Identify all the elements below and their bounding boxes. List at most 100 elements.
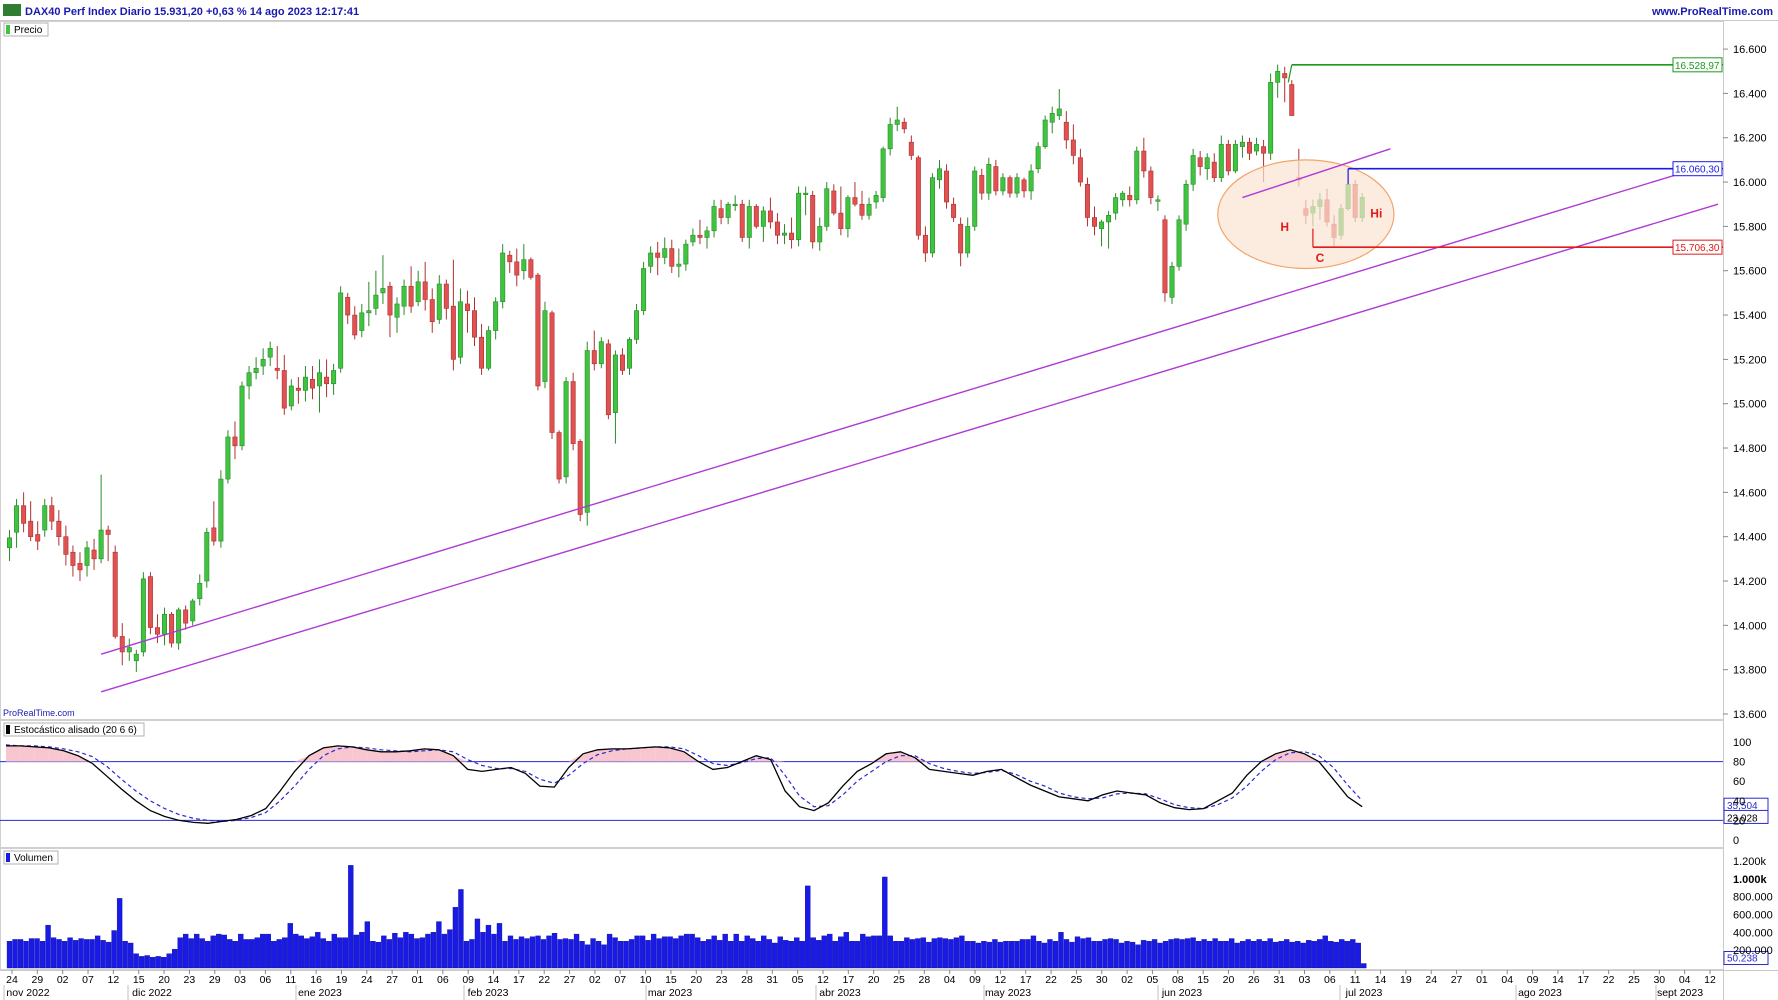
x-tick-label: 04 xyxy=(1501,974,1513,986)
volume-bar xyxy=(127,942,134,969)
volume-bar xyxy=(205,941,211,969)
volume-bar xyxy=(568,939,574,969)
candle-body xyxy=(641,268,647,311)
volume-bar xyxy=(904,937,910,969)
candle-body xyxy=(1183,183,1189,225)
volume-bar xyxy=(304,938,310,969)
volume-bar xyxy=(722,933,728,969)
candle-body xyxy=(42,505,48,531)
volume-bar xyxy=(105,941,112,969)
x-tick-label: 15 xyxy=(1197,974,1209,986)
volume-bar xyxy=(28,938,35,969)
volume-bar xyxy=(700,941,706,969)
volume-bar xyxy=(1041,942,1048,969)
x-tick-label: 05 xyxy=(792,974,804,986)
pattern-label: C xyxy=(1316,251,1325,265)
volume-bar xyxy=(452,907,459,969)
volume-bar xyxy=(694,937,701,969)
volume-panel-label: Volumen xyxy=(3,850,59,865)
x-tick-label: 02 xyxy=(589,974,601,986)
volume-bar xyxy=(816,940,822,969)
candle-body xyxy=(993,166,999,192)
volume-bar xyxy=(1361,963,1367,969)
x-tick-label: 07 xyxy=(82,974,94,986)
volume-bar xyxy=(1184,938,1191,969)
candle-body xyxy=(859,203,865,216)
candle-body xyxy=(1190,155,1196,185)
stochastic-overbought-fill xyxy=(640,746,656,762)
volume-bar xyxy=(557,939,563,969)
stochastic-tick-label: 0 xyxy=(1733,835,1739,847)
volume-bar xyxy=(717,940,723,969)
stochastic-overbought-fill xyxy=(366,749,382,762)
x-tick-label: 20 xyxy=(868,974,880,986)
candle-body xyxy=(464,303,470,311)
stochastic-d-line xyxy=(5,744,1363,823)
candle-body xyxy=(1077,157,1083,183)
stochastic-overbought-fill xyxy=(626,747,641,762)
volume-bar xyxy=(661,936,668,969)
stochastic-overbought-fill xyxy=(597,748,612,762)
volume-bar xyxy=(1273,941,1279,969)
candle-body xyxy=(288,385,294,407)
volume-bar xyxy=(909,939,916,969)
pattern-ellipse xyxy=(1217,159,1395,270)
candle-body xyxy=(35,534,41,542)
volume-bar xyxy=(496,923,503,969)
volume-bar xyxy=(1333,941,1339,969)
volume-bar xyxy=(1140,940,1147,969)
x-tick-label: 30 xyxy=(1653,974,1665,986)
volume-bar xyxy=(138,956,145,969)
volume-bar xyxy=(1113,939,1119,969)
volume-bar xyxy=(1245,939,1251,969)
volume-value-tag xyxy=(1723,951,1769,966)
x-tick-label: 12 xyxy=(817,974,829,986)
candle-body xyxy=(28,520,34,537)
candle-body xyxy=(169,613,175,644)
volume-bar xyxy=(232,941,238,969)
volume-tick-label: 1.000k xyxy=(1733,874,1768,886)
stochastic-overbought-fill xyxy=(438,749,454,762)
x-tick-label: 30 xyxy=(1096,974,1108,986)
volume-bar xyxy=(320,938,326,969)
volume-bar xyxy=(1091,941,1097,969)
level-tag xyxy=(1672,161,1723,177)
candle-body xyxy=(162,613,168,635)
volume-bar xyxy=(1179,939,1185,969)
volume-bar xyxy=(683,933,690,969)
candle-body xyxy=(260,359,266,367)
x-tick-label: 31 xyxy=(1273,974,1285,986)
volume-bar xyxy=(882,876,888,969)
level-label: 15.706,30 xyxy=(1675,243,1720,254)
volume-bar xyxy=(920,937,927,969)
stochastic-overbought-fill xyxy=(34,746,50,762)
candle-body xyxy=(521,259,527,272)
x-tick-label: 03 xyxy=(1299,974,1311,986)
candle-body xyxy=(810,195,816,243)
volume-bar xyxy=(783,940,789,969)
volume-bar xyxy=(645,940,651,969)
volume-bar xyxy=(761,935,767,969)
candle-body xyxy=(1134,150,1140,201)
price-panel xyxy=(0,21,1724,720)
candle-body xyxy=(782,232,787,236)
stochastic-overbought-fill xyxy=(453,755,468,762)
price-panel-label: Precio xyxy=(3,22,49,37)
candle-body xyxy=(1056,108,1062,116)
site-link[interactable]: www.ProRealTime.com xyxy=(1651,6,1773,18)
volume-bar xyxy=(1195,941,1202,969)
x-tick-label: 24 xyxy=(361,974,373,986)
volume-bar xyxy=(1261,941,1268,969)
candle-body xyxy=(1239,141,1245,147)
x-tick-label: 14 xyxy=(1552,974,1564,986)
x-tick-label: 01 xyxy=(412,974,424,986)
volume-bar xyxy=(364,921,371,969)
volume-bar xyxy=(1052,941,1059,969)
stochastic-tick-label: 20 xyxy=(1733,815,1745,827)
volume-bar xyxy=(1063,939,1070,969)
candle-body xyxy=(317,372,322,387)
month-label: jul 2023 xyxy=(1345,987,1383,999)
volume-bar xyxy=(1228,938,1235,969)
volume-bar xyxy=(1036,941,1042,969)
volume-bar xyxy=(381,935,387,969)
